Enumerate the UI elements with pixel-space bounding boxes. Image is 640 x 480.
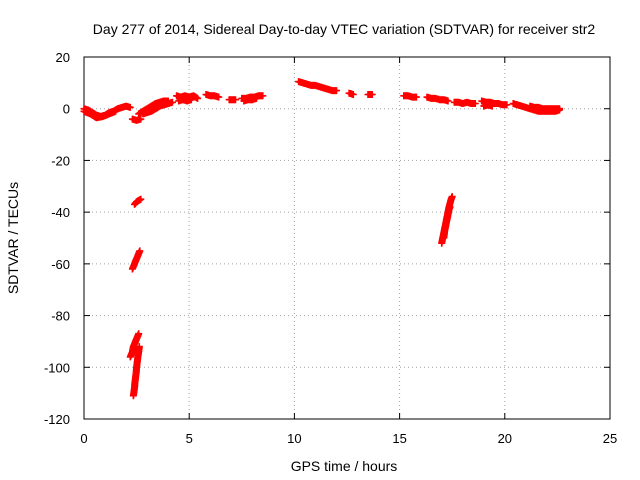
y-tick-label: -40: [51, 205, 70, 220]
data-point: [168, 98, 176, 106]
data-point: [448, 193, 456, 201]
data-point: [187, 96, 195, 104]
x-tick-label: 0: [80, 431, 87, 446]
x-axis-label: GPS time / hours: [291, 458, 398, 474]
data-point: [215, 93, 223, 101]
data-point: [253, 94, 260, 102]
data-point: [137, 195, 145, 203]
data-point: [446, 203, 454, 211]
data-point: [412, 93, 420, 101]
data-point: [556, 105, 563, 113]
data-point: [137, 115, 145, 123]
y-axis-label: SDTVAR / TECUs: [5, 182, 21, 294]
x-tick-label: 20: [498, 431, 512, 446]
y-tick-label: 0: [63, 102, 70, 117]
data-point: [126, 103, 134, 111]
data-point: [194, 94, 202, 102]
data-point: [135, 343, 143, 351]
grid-lines: [84, 57, 610, 419]
y-tick-label: -100: [44, 360, 70, 375]
y-tick-label: -20: [51, 153, 70, 168]
data-points: [80, 78, 563, 400]
plot-frame: [83, 56, 611, 420]
data-point: [112, 107, 120, 115]
y-tick-label: 20: [56, 50, 70, 65]
axis-ticks: 0 5 10 15 20 25 -120 -100 -80 -60 -40 -20 0 20: [44, 50, 617, 446]
x-tick-label: 5: [186, 431, 193, 446]
x-tick-label: 10: [287, 431, 301, 446]
y-tick-label: -80: [51, 309, 70, 324]
data-point: [444, 97, 452, 105]
y-tick-label: -120: [44, 412, 70, 427]
chart-title: Day 277 of 2014, Sidereal Day-to-day VTE…: [93, 21, 596, 37]
data-point: [259, 92, 267, 100]
data-point: [333, 87, 340, 95]
y-tick-label: -60: [51, 257, 70, 272]
data-point: [488, 102, 496, 110]
x-tick-label: 25: [603, 431, 617, 446]
data-point: [368, 91, 376, 98]
data-point: [135, 330, 143, 338]
data-point: [136, 247, 144, 255]
data-point: [232, 96, 239, 104]
data-point: [349, 91, 357, 98]
data-point: [471, 100, 479, 107]
data-point: [503, 101, 511, 109]
x-tick-label: 15: [392, 431, 406, 446]
